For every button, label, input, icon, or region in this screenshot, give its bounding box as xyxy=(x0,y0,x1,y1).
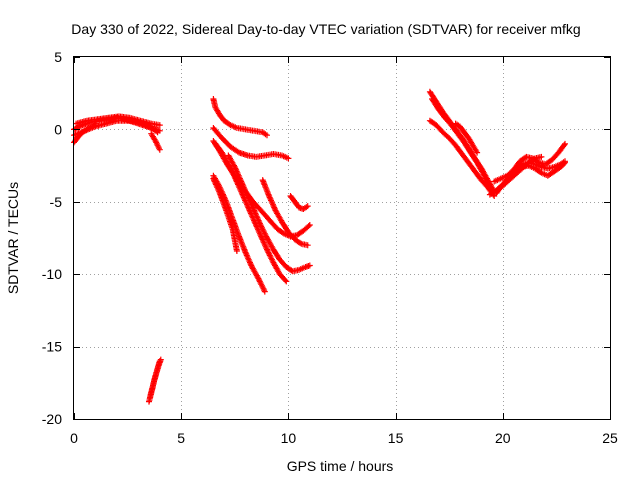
series-trace-13 xyxy=(210,175,240,254)
series-trace-16 xyxy=(287,193,311,212)
x-tick-label: 10 xyxy=(281,430,297,446)
series-trace-15 xyxy=(259,177,311,249)
y-tick-label: 5 xyxy=(54,49,62,65)
data-point-marks xyxy=(429,96,493,191)
x-tick-label: 20 xyxy=(495,430,511,446)
data-point-marks xyxy=(452,120,481,156)
series-trace-05 xyxy=(148,130,163,153)
data-point-marks xyxy=(73,113,163,129)
data-point-marks xyxy=(499,153,545,189)
x-tick-label: 15 xyxy=(388,430,404,446)
y-tick-label: -20 xyxy=(42,411,62,427)
data-point-marks xyxy=(148,130,163,153)
series-trace-07 xyxy=(147,356,164,401)
data-point-marks xyxy=(147,356,164,401)
y-tick-label: -5 xyxy=(50,194,63,210)
data-point-marks xyxy=(210,125,292,162)
tick-labels: 0 5 10 15 20 25 5 0 -5 -10 -15 -20 xyxy=(42,49,618,446)
series-trace-20 xyxy=(452,120,481,156)
series-trace-09 xyxy=(210,125,292,162)
x-tick-label: 0 xyxy=(70,430,78,446)
series-trace-24 xyxy=(499,153,545,189)
x-tick-label: 5 xyxy=(177,430,185,446)
data-markers xyxy=(71,88,568,405)
grid-lines xyxy=(74,57,610,419)
data-point-marks xyxy=(210,175,240,254)
data-point-marks xyxy=(210,96,270,139)
data-point-marks xyxy=(287,193,311,212)
chart-title: Day 330 of 2022, Sidereal Day-to-day VTE… xyxy=(71,21,580,37)
y-tick-label: 0 xyxy=(54,121,62,137)
x-axis-label: GPS time / hours xyxy=(287,458,394,474)
data-point-marks xyxy=(212,140,290,285)
y-tick-label: -15 xyxy=(42,339,62,355)
x-tick-label: 25 xyxy=(602,430,618,446)
series-trace-14 xyxy=(225,152,313,275)
data-point-marks xyxy=(225,152,313,275)
y-axis-label: SDTVAR / TECUs xyxy=(5,182,21,294)
series-trace-08 xyxy=(210,96,270,139)
data-point-marks xyxy=(426,117,498,199)
plot-frame xyxy=(73,56,611,420)
series-trace-11 xyxy=(212,140,290,285)
series-trace-19 xyxy=(426,117,498,199)
data-point-marks xyxy=(259,177,311,249)
series-trace-03 xyxy=(73,113,163,129)
series-trace-18 xyxy=(429,96,493,191)
y-tick-label: -10 xyxy=(42,266,62,282)
axis-ticks xyxy=(74,57,611,420)
